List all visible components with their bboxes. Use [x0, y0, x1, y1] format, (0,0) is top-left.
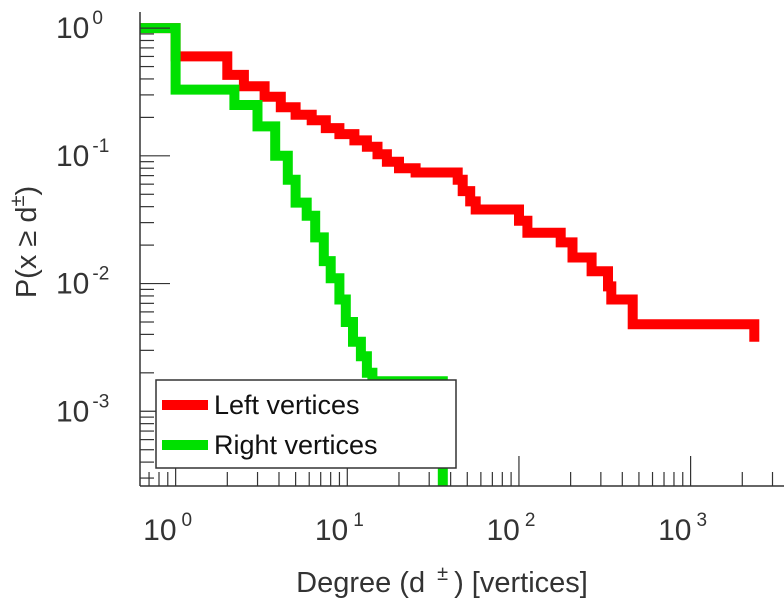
y-tick-label: 10 0: [56, 8, 103, 45]
x-axis-title-main: Degree (d: [296, 567, 425, 599]
legend-label-right: Right vertices: [214, 430, 378, 460]
x-axis-title-tail: ) [vertices]: [454, 567, 588, 599]
series-line-right: [140, 23, 448, 486]
y-axis-title-tail: ): [11, 186, 43, 196]
x-tick-label: 10 0: [143, 510, 192, 547]
x-axis-title-sup: ±: [437, 563, 448, 585]
x-tick-label: 10 2: [486, 510, 535, 547]
series-line-left: [140, 23, 760, 342]
y-tick-label: 10 -2: [56, 264, 109, 301]
ticks-layer: 10 0 10 1 10 2 10 3 10 0 10 -1 10 -2 10 -3: [56, 8, 774, 547]
legend-label-left: Left vertices: [214, 390, 360, 420]
legend: Left vertices Right vertices: [155, 379, 457, 469]
y-axis-title-sup: ±: [7, 195, 29, 206]
x-tick-label: 10 1: [315, 510, 364, 547]
x-axis-title: Degree (d ± ) [vertices]: [296, 563, 588, 599]
series-layer: [140, 23, 760, 486]
x-tick-label: 10 3: [658, 510, 707, 547]
legend-box: [155, 379, 457, 469]
y-axis-title-text: P(x ≥ d±): [7, 186, 43, 298]
y-axis-title: P(x ≥ d±): [7, 186, 43, 298]
y-tick-label: 10 -1: [56, 136, 109, 173]
y-tick-label: 10 -3: [56, 391, 109, 428]
y-axis-title-main: P(x ≥ d: [11, 206, 43, 298]
axes-layer: [139, 12, 784, 487]
